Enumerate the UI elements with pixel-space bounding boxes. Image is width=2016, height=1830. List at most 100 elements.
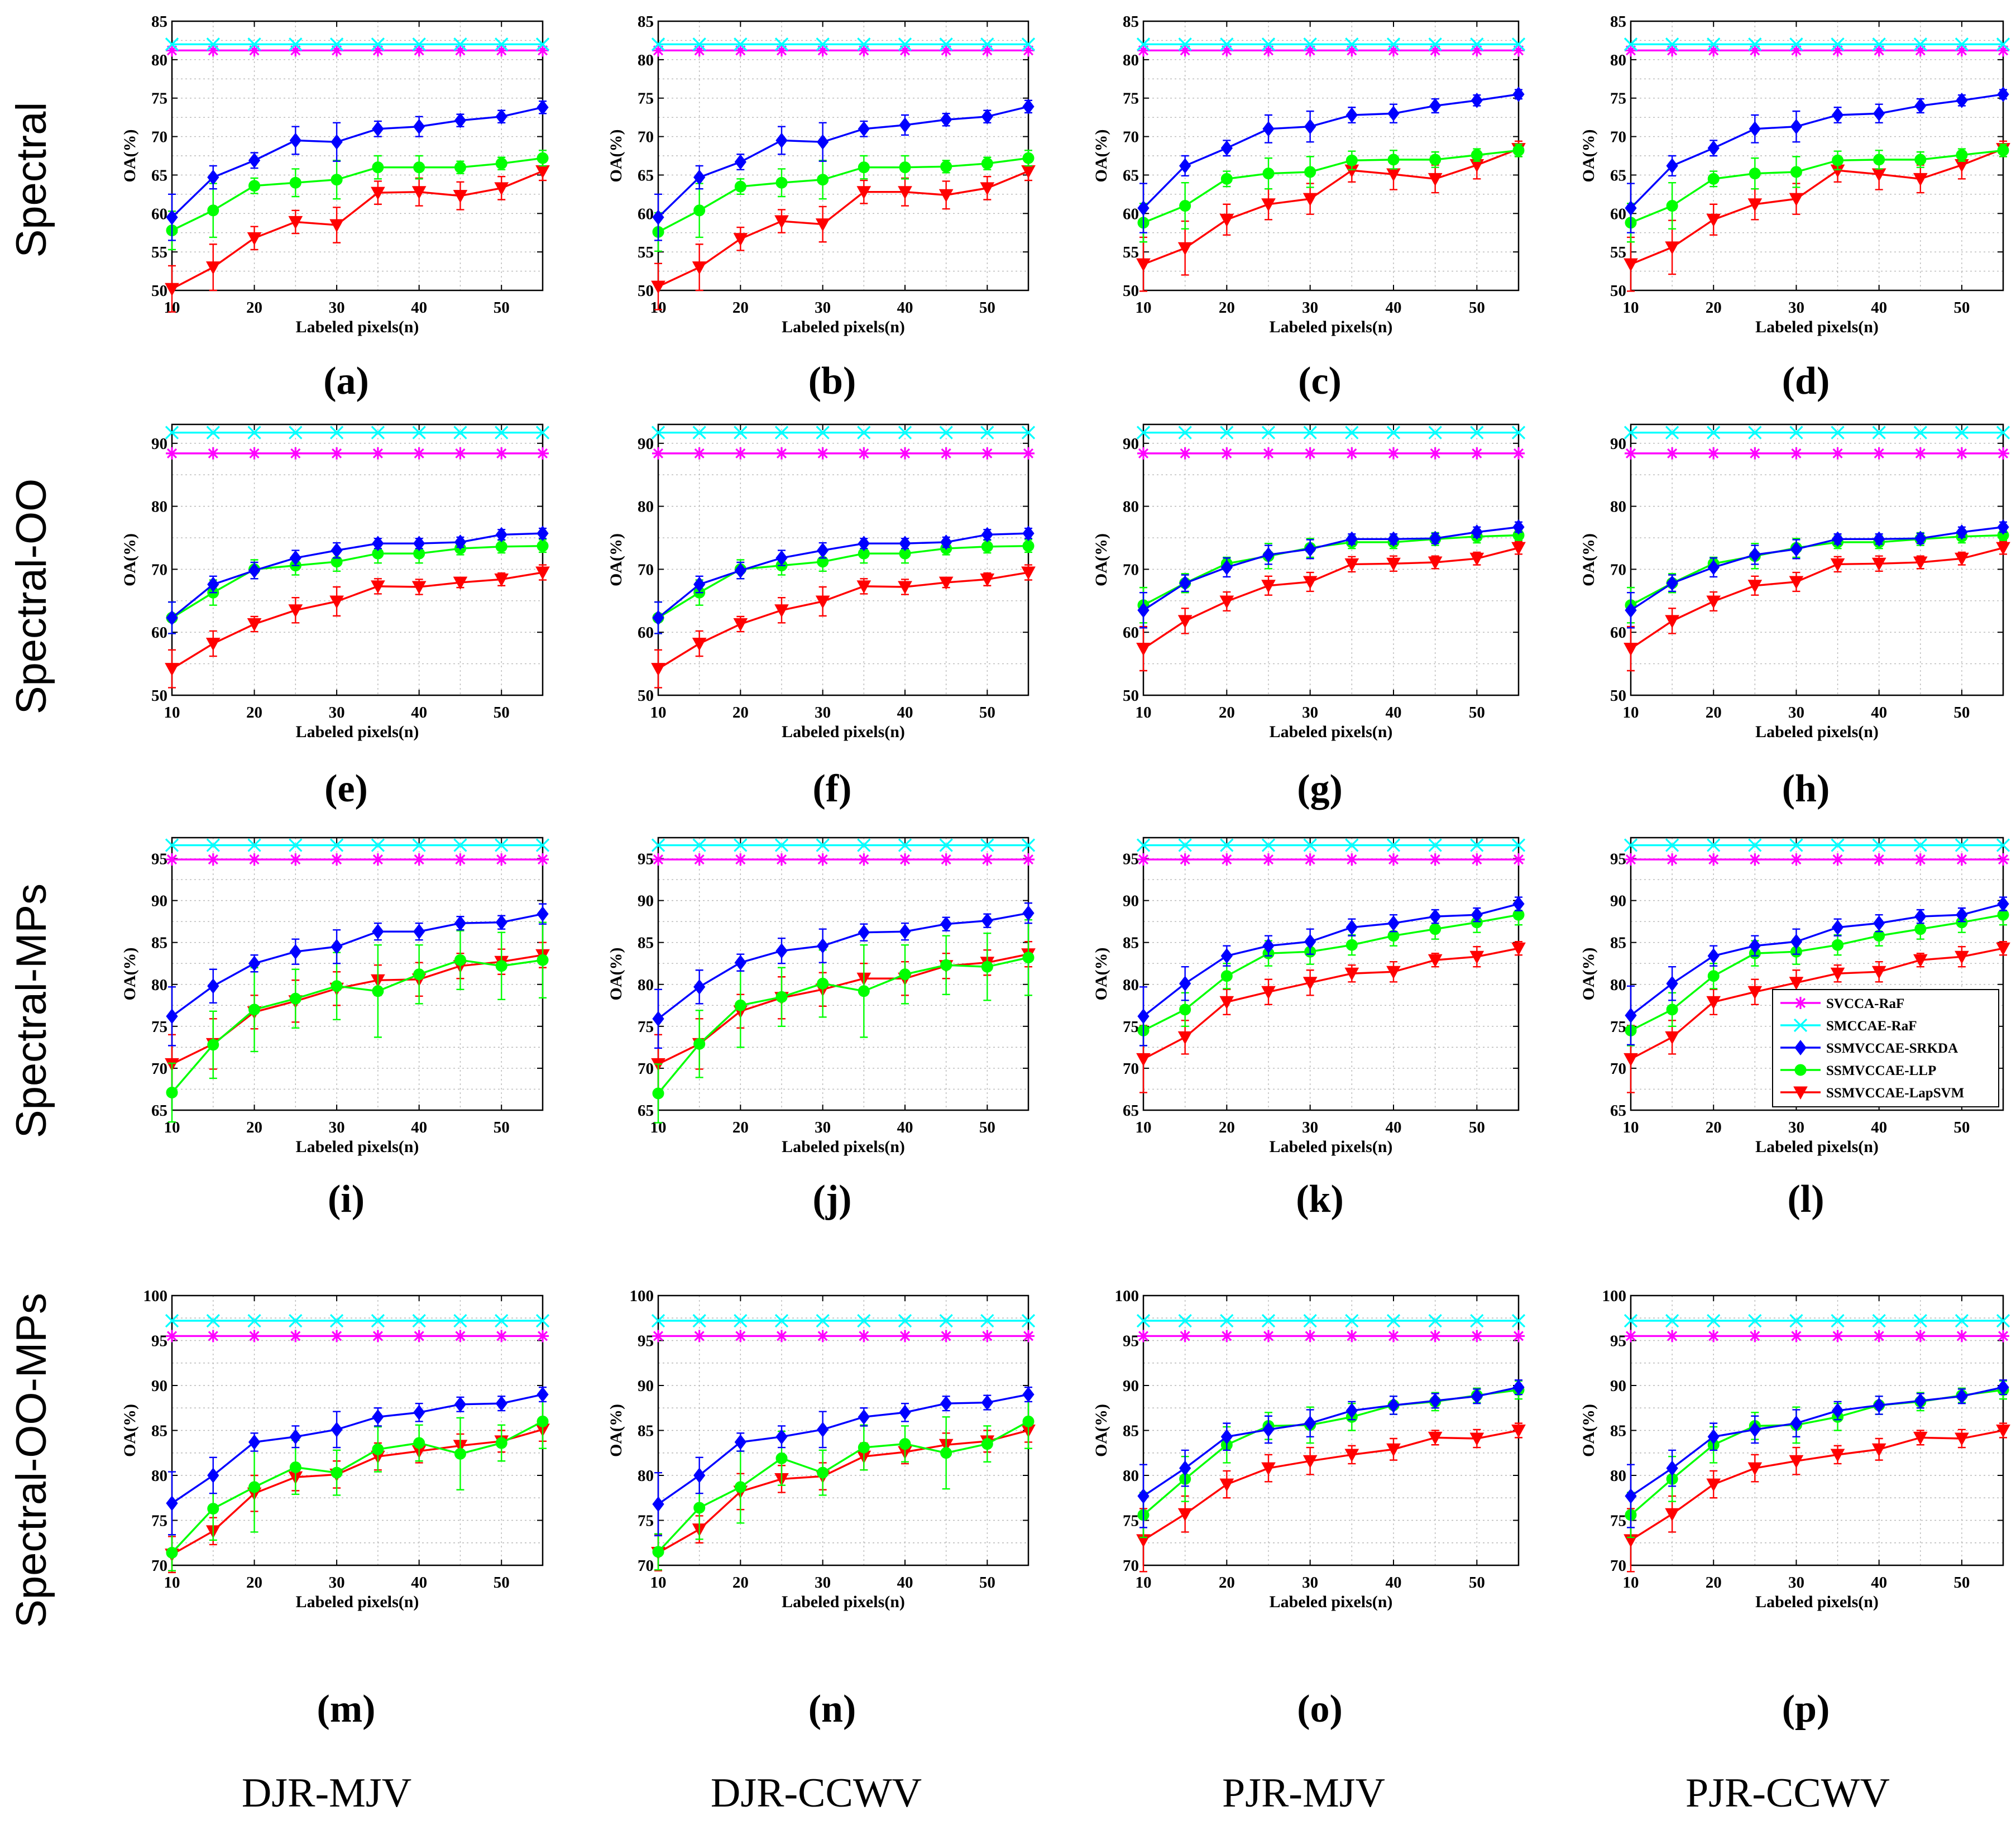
panel-j-point-svcca-raf bbox=[981, 853, 994, 866]
panel-j-point-smccae-raf bbox=[651, 838, 665, 852]
panel-k-point-smccae-raf bbox=[1345, 838, 1359, 852]
panel-h: 10 20 30 40 50 50 60 70 80 90 Labeled pixels(n) OA(… bbox=[1579, 423, 2010, 810]
panel-c-point-smccae-raf bbox=[1136, 37, 1151, 51]
panel-h-point-ssmvccae-srkda bbox=[1956, 524, 1968, 540]
panel-l-point-smccae-raf bbox=[1831, 838, 1845, 852]
panel-l-point-ssmvccae-lapsvm bbox=[1955, 950, 1969, 964]
panel-j-point-ssmvccae-srkda bbox=[734, 954, 746, 971]
panel-l-point-ssmvccae-srkda bbox=[1831, 919, 1844, 935]
panel-d-point-svcca-raf bbox=[1707, 44, 1720, 57]
panel-m-series-svcca-raf bbox=[166, 1330, 549, 1342]
panel-b-point-ssmvccae-llp bbox=[775, 176, 788, 189]
panel-b-series-svcca-raf bbox=[652, 44, 1035, 57]
legend-marker-ssmvccae-lapsvm bbox=[1793, 1086, 1808, 1100]
panel-d-point-ssmvccae-lapsvm bbox=[1913, 173, 1928, 187]
panel-j-point-smccae-raf bbox=[939, 838, 953, 852]
panel-p: 10 20 30 40 50 70 75 80 85 90 95 100 Labeled pixels(… bbox=[1579, 1287, 2010, 1731]
panel-i-series-svcca-raf bbox=[166, 853, 549, 866]
panel-b-plot-area bbox=[658, 21, 1028, 290]
panel-f-point-svcca-raf bbox=[816, 447, 829, 460]
panel-b-point-smccae-raf bbox=[1021, 37, 1036, 51]
panel-h-xtick-label: 10 bbox=[1623, 704, 1639, 722]
panel-m-point-ssmvccae-srkda bbox=[495, 1396, 507, 1412]
panel-l: 10 20 30 40 50 65 70 75 80 85 90 95 Labeled pixels(n… bbox=[1579, 837, 2010, 1221]
panel-j-point-ssmvccae-llp bbox=[652, 1087, 664, 1100]
panel-d-point-smccae-raf bbox=[1624, 37, 1638, 51]
panel-d-point-svcca-raf bbox=[1625, 44, 1637, 57]
panel-g-point-ssmvccae-lapsvm bbox=[1469, 552, 1485, 566]
panel-a-point-svcca-raf bbox=[495, 44, 508, 57]
panel-p-point-ssmvccae-srkda bbox=[1956, 1388, 1968, 1404]
panel-d-xtick-label: 50 bbox=[1953, 299, 1970, 317]
panel-a-point-ssmvccae-srkda bbox=[207, 169, 219, 185]
panel-i-point-svcca-raf bbox=[248, 853, 261, 866]
panel-h-point-ssmvccae-srkda bbox=[1831, 531, 1844, 547]
legend-label-ssmvccae-lapsvm: SSMVCCAE-LapSVM bbox=[1826, 1086, 1964, 1101]
panel-a-xtick-label: 50 bbox=[494, 299, 510, 317]
panel-k-point-smccae-raf bbox=[1470, 838, 1484, 852]
panel-p-xlabel: Labeled pixels(n) bbox=[1755, 1593, 1879, 1611]
panel-l-series-smccae-raf bbox=[1624, 838, 2010, 852]
panel-g-ylabel: OA(%) bbox=[1092, 533, 1110, 586]
panel-l-point-ssmvccae-llp bbox=[1914, 923, 1927, 935]
panel-n-point-ssmvccae-srkda bbox=[940, 1396, 952, 1412]
panel-l-point-ssmvccae-srkda bbox=[1790, 934, 1803, 950]
panel-c-ytick-label: 75 bbox=[1123, 90, 1139, 108]
panel-i-point-ssmvccae-llp bbox=[413, 968, 425, 981]
panel-n-point-smccae-raf bbox=[692, 1313, 706, 1328]
panel-d-point-ssmvccae-llp bbox=[1956, 149, 1968, 161]
panel-i-point-svcca-raf bbox=[289, 853, 302, 866]
panel-l-letter: (l) bbox=[1787, 1178, 1824, 1221]
panel-e-series-ssmvccae-lapsvm bbox=[165, 564, 550, 689]
panel-g-line-ssmvccae-srkda bbox=[1143, 526, 1519, 611]
panel-k-point-ssmvccae-srkda bbox=[1471, 907, 1483, 923]
panel-h-point-svcca-raf bbox=[1873, 447, 1885, 460]
panel-j-point-ssmvccae-srkda bbox=[693, 979, 706, 995]
panel-n-series-smccae-raf bbox=[651, 1313, 1036, 1328]
panel-c-point-svcca-raf bbox=[1220, 44, 1233, 57]
panel-n-point-ssmvccae-llp bbox=[775, 1452, 788, 1464]
panel-n-point-svcca-raf bbox=[1022, 1330, 1035, 1342]
panel-a-line-ssmvccae-llp bbox=[171, 157, 543, 232]
panel-n-series-ssmvccae-srkda bbox=[652, 1387, 1035, 1537]
panel-c-series-ssmvccae-lapsvm bbox=[1136, 140, 1526, 292]
panel-o-ylabel: OA(%) bbox=[1092, 1404, 1110, 1457]
panel-f-point-svcca-raf bbox=[940, 447, 952, 460]
panel-b-point-ssmvccae-llp bbox=[940, 160, 952, 173]
panel-k-point-svcca-raf bbox=[1179, 853, 1191, 866]
panel-f: 10 20 30 40 50 50 60 70 80 90 Labeled pixels(n) OA(… bbox=[607, 423, 1036, 810]
panel-k-point-ssmvccae-srkda bbox=[1304, 934, 1316, 950]
panel-i-point-smccae-raf bbox=[453, 838, 467, 852]
panel-d-xtick-label: 20 bbox=[1706, 299, 1722, 317]
panel-h-series-svcca-raf bbox=[1625, 447, 2009, 460]
panel-c-point-ssmvccae-srkda bbox=[1471, 93, 1483, 108]
panel-j-point-ssmvccae-srkda bbox=[775, 943, 788, 959]
panel-j-ylabel: OA(%) bbox=[607, 948, 625, 1001]
panel-j-point-smccae-raf bbox=[774, 838, 789, 852]
panel-g-point-svcca-raf bbox=[1304, 447, 1316, 460]
panel-i-ytick-label: 80 bbox=[151, 976, 167, 994]
panel-k-point-smccae-raf bbox=[1136, 838, 1151, 852]
panel-k: 10 20 30 40 50 65 70 75 80 85 90 95 Labeled pixels(n… bbox=[1092, 837, 1526, 1221]
panel-f-point-ssmvccae-lapsvm bbox=[980, 573, 995, 587]
panel-k-xtick-label: 10 bbox=[1136, 1119, 1152, 1136]
panel-e-point-svcca-raf bbox=[371, 447, 384, 460]
panel-b-point-ssmvccae-lapsvm bbox=[898, 186, 912, 199]
panel-j-point-ssmvccae-llp bbox=[775, 991, 788, 1003]
panel-j-series-smccae-raf bbox=[651, 838, 1036, 852]
panel-d-ytick-label: 65 bbox=[1610, 166, 1626, 184]
panel-p-point-ssmvccae-srkda bbox=[1625, 1488, 1637, 1504]
legend-label-ssmvccae-srkda: SSMVCCAE-SRKDA bbox=[1826, 1041, 1958, 1056]
panel-j-point-svcca-raf bbox=[775, 853, 788, 866]
panel-b-point-smccae-raf bbox=[774, 37, 789, 51]
panel-e-point-ssmvccae-llp bbox=[495, 541, 507, 553]
panel-d-xtick-label: 10 bbox=[1623, 299, 1639, 317]
panel-g-ytick-label: 90 bbox=[1123, 435, 1139, 453]
panel-b-point-ssmvccae-srkda bbox=[734, 154, 746, 170]
panel-b-point-ssmvccae-llp bbox=[734, 180, 746, 193]
panel-p-point-svcca-raf bbox=[1831, 1330, 1844, 1342]
panel-f-point-smccae-raf bbox=[816, 426, 830, 439]
panel-a-point-smccae-raf bbox=[412, 37, 426, 51]
panel-d-point-ssmvccae-llp bbox=[1707, 173, 1720, 185]
panel-a-point-svcca-raf bbox=[331, 44, 343, 57]
